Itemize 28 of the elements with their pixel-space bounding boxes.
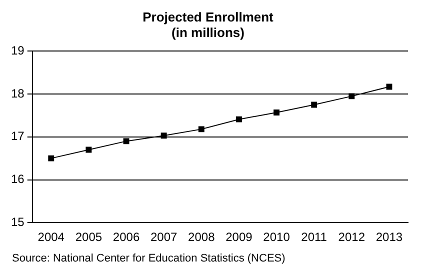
point — [198, 126, 204, 132]
x-tick-label: 2006 — [112, 230, 140, 244]
x-tick-label: 2009 — [226, 230, 253, 244]
x-tick-label: 2007 — [150, 230, 178, 244]
x-tick-label: 2010 — [263, 230, 290, 244]
x-tick-label: 2005 — [75, 230, 102, 244]
source-note: Source: National Center for Education Statistics (NCES) — [12, 252, 286, 265]
y-tick-label: 19 — [10, 44, 25, 58]
y-tick-label: 16 — [10, 172, 25, 186]
x-tick-label: 2013 — [376, 230, 403, 244]
point — [311, 102, 318, 108]
point — [348, 93, 355, 100]
point — [48, 155, 54, 162]
point — [236, 116, 242, 122]
point — [160, 132, 167, 139]
point — [123, 138, 130, 144]
x-tick-label: 2012 — [338, 230, 366, 244]
point — [386, 84, 392, 90]
point — [86, 146, 92, 153]
y-tick-label: 18 — [10, 86, 25, 100]
x-tick-label: 2004 — [38, 230, 65, 244]
chart-title: Projected Enrollment — [142, 9, 274, 24]
x-tick-label: 2008 — [188, 230, 216, 244]
chart-subtitle: (in millions) — [172, 24, 244, 40]
x-tick-label: 2011 — [301, 230, 328, 244]
point — [274, 110, 280, 116]
y-tick-label: 15 — [10, 214, 25, 229]
y-tick-label: 17 — [10, 129, 25, 144]
